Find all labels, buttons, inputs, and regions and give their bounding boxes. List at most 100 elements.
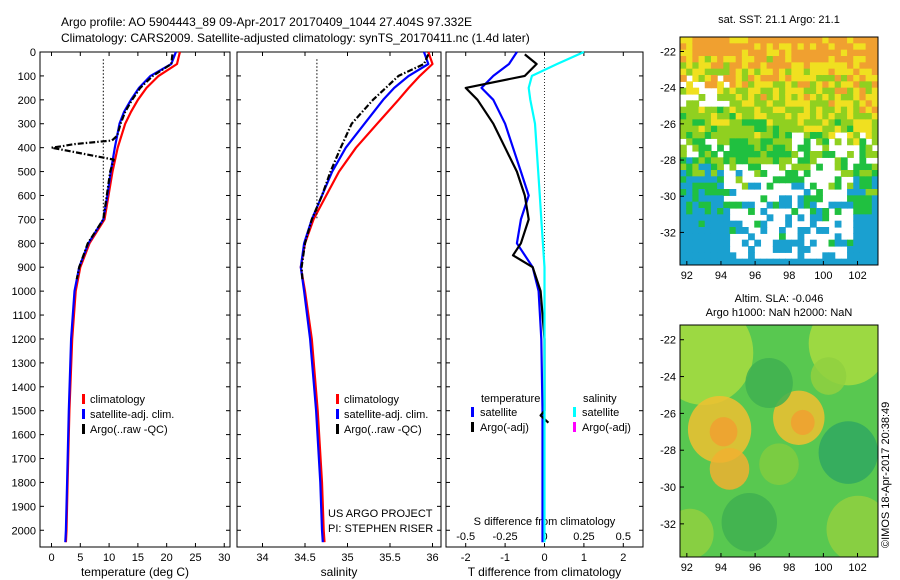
depth-tick-label: 1600 (12, 430, 36, 442)
depth-tick-label: 600 (18, 190, 36, 202)
sst-map-xtick-label: 92 (681, 270, 693, 282)
legend-label: satellite (582, 407, 619, 419)
sla-map-ytick-label: -22 (660, 335, 676, 347)
legend-label: climatology (90, 394, 146, 406)
difference-series-argo-adj- (464, 53, 550, 424)
difference-xtick-label: 2 (620, 552, 626, 564)
depth-tick-label: 1200 (12, 334, 36, 346)
sla-map-xtick-label: 94 (715, 562, 727, 574)
sla-map-ytick-label: -24 (660, 372, 676, 384)
depth-tick-label: 1300 (12, 358, 36, 370)
sla-map-title: Altim. SLA: -0.046 (735, 293, 824, 305)
sst-map-ytick-label: -26 (660, 119, 676, 131)
temperature-xtick-label: 10 (103, 552, 115, 564)
legend-label: satellite-adj. clim. (344, 409, 428, 421)
salinity-xtick-label: 35 (341, 552, 353, 564)
legend-label: satellite-adj. clim. (90, 409, 174, 421)
salinity-xtick-label: 35.5 (379, 552, 400, 564)
depth-tick-label: 1900 (12, 501, 36, 513)
difference-xtick-label: 1 (581, 552, 587, 564)
legend-swatch (336, 424, 339, 434)
legend-label: Argo(-adj) (582, 422, 631, 434)
depth-tick-label: 400 (18, 143, 36, 155)
temperature-frame (39, 51, 231, 548)
sla-map-field (680, 325, 878, 557)
salinity-xlabel: salinity (321, 565, 358, 579)
difference-xtick-label: -2 (461, 552, 471, 564)
legend-label: satellite (480, 407, 517, 419)
temperature-series-climatology (64, 51, 181, 543)
sla-map-frame (679, 324, 879, 558)
sla-map-ytick-label: -30 (660, 482, 676, 494)
sst-map-ytick-label: -22 (660, 46, 676, 58)
depth-tick-label: 1400 (12, 382, 36, 394)
sdiff-tick-label: -0.5 (456, 531, 475, 543)
temperature-xtick-label: 25 (189, 552, 201, 564)
sla-map-ytick-label: -26 (660, 408, 676, 420)
legend-swatch (471, 407, 474, 417)
sdiff-tick-label: 0.5 (616, 531, 631, 543)
pi-annotation: PI: STEPHEN RISER (328, 523, 433, 535)
depth-tick-label: 1500 (12, 406, 36, 418)
sst-map-xtick-label: 96 (749, 270, 761, 282)
sst-map-ytick-label: -28 (660, 155, 676, 167)
legend-swatch (82, 394, 85, 404)
sla-map-xtick-label: 100 (814, 562, 832, 574)
legend-swatch (336, 409, 339, 419)
sst-map-xtick-label: 94 (715, 270, 727, 282)
sla-map-subtitle: Argo h1000: NaN h2000: NaN (706, 307, 853, 319)
temperature-xtick-label: 5 (77, 552, 83, 564)
depth-tick-label: 1000 (12, 286, 36, 298)
temperature-series-satellite-adj-clim- (64, 51, 177, 543)
salinity-xtick-label: 34 (256, 552, 268, 564)
header-title-line1: Argo profile: AO 5904443_89 09-Apr-2017 … (61, 15, 472, 29)
sst-map-ytick-label: -24 (660, 83, 676, 95)
credit-text: ©IMOS 18-Apr-2017 20:38:49 (880, 401, 892, 548)
difference-xlabel: T difference from climatology (468, 565, 622, 579)
legend-salinity-header: salinity (583, 393, 617, 405)
depth-tick-label: 800 (18, 238, 36, 250)
legend-label: climatology (344, 394, 400, 406)
legend-label: Argo(..raw -QC) (90, 424, 168, 436)
sla-map-xtick-label: 102 (848, 562, 866, 574)
sla-map-ytick-label: -28 (660, 445, 676, 457)
project-annotation: US ARGO PROJECT (328, 508, 433, 520)
legend-label: Argo(..raw -QC) (344, 424, 422, 436)
depth-tick-label: 700 (18, 214, 36, 226)
header-title-line2: Climatology: CARS2009. Satellite-adjuste… (61, 31, 530, 45)
salinity-series-climatology (299, 51, 434, 543)
sla-map-xtick-label: 96 (749, 562, 761, 574)
difference-series-satellite (480, 51, 544, 543)
salinity-xtick-label: 36 (426, 552, 438, 564)
temperature-xtick-label: 15 (132, 552, 144, 564)
depth-tick-label: 100 (18, 71, 36, 83)
sst-map-xtick-label: 98 (783, 270, 795, 282)
depth-tick-label: 1700 (12, 454, 36, 466)
temperature-xlabel: temperature (deg C) (81, 565, 189, 579)
depth-tick-label: 500 (18, 167, 36, 179)
legend-swatch (82, 409, 85, 419)
depth-tick-label: 200 (18, 95, 36, 107)
depth-tick-label: 2000 (12, 525, 36, 537)
temperature-xtick-label: 0 (48, 552, 54, 564)
sst-map-title: sat. SST: 21.1 Argo: 21.1 (718, 14, 840, 26)
salinity-xtick-label: 34.5 (294, 552, 315, 564)
legend-swatch (336, 394, 339, 404)
difference-xtick-label: -1 (500, 552, 510, 564)
sst-map-field (680, 37, 878, 265)
legend-temperature-header: temperature (481, 393, 540, 405)
sla-map-ytick-label: -32 (660, 519, 676, 531)
sst-map-xtick-label: 102 (848, 270, 866, 282)
depth-tick-label: 900 (18, 262, 36, 274)
sdiff-tick-label: -0.25 (493, 531, 518, 543)
sla-map-xtick-label: 98 (783, 562, 795, 574)
sdiff-tick-label: 0.25 (573, 531, 594, 543)
legend-swatch (573, 422, 576, 432)
sst-map-ytick-label: -32 (660, 227, 676, 239)
depth-tick-label: 1100 (12, 310, 36, 322)
legend-label: Argo(-adj) (480, 422, 529, 434)
legend-swatch (82, 424, 85, 434)
sst-map-frame (679, 36, 879, 266)
depth-tick-label: 0 (30, 47, 36, 59)
